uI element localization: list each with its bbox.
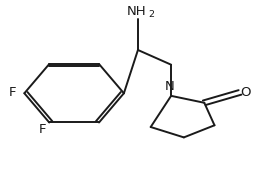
Text: N: N xyxy=(165,80,175,93)
Text: NH: NH xyxy=(127,5,147,18)
Text: F: F xyxy=(9,86,17,99)
Text: O: O xyxy=(240,86,251,99)
Text: 2: 2 xyxy=(148,10,154,19)
Text: F: F xyxy=(39,123,47,136)
